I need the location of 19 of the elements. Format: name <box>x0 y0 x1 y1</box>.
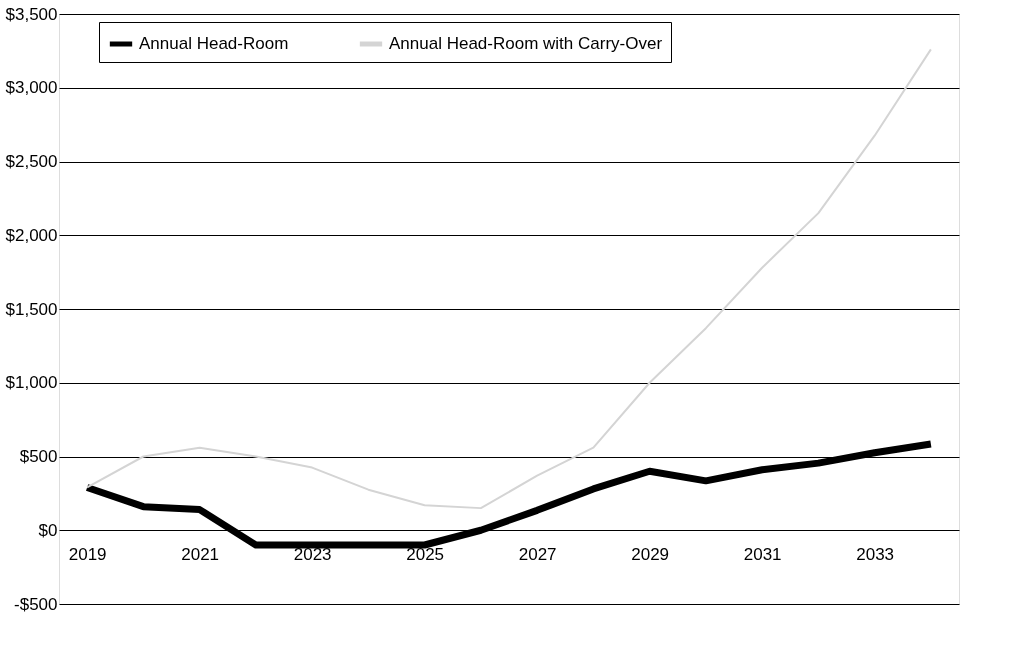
y-tick-label: -$500 <box>14 594 58 614</box>
x-tick-label: 2025 <box>406 544 445 564</box>
y-tick-label: $3,000 <box>5 78 58 98</box>
y-tick-label: $500 <box>19 447 58 466</box>
x-tick-label: 2031 <box>743 544 782 564</box>
y-tick-label: $1,500 <box>5 299 58 319</box>
legend-label: Annual Head-Room <box>139 34 289 53</box>
x-tick-label: 2019 <box>68 544 107 564</box>
y-tick-label: $2,500 <box>5 152 58 171</box>
x-tick-label: 2021 <box>181 544 220 564</box>
y-tick-label: $2,000 <box>5 225 58 245</box>
legend-label: Annual Head-Room with Carry-Over <box>389 34 663 53</box>
y-tick-label: $0 <box>38 520 58 540</box>
y-tick-label: $1,000 <box>5 373 58 393</box>
x-tick-label: 2027 <box>518 544 557 564</box>
x-tick-label: 2033 <box>856 544 895 564</box>
x-tick-label: 2029 <box>631 544 670 564</box>
x-tick-label: 2023 <box>293 544 332 564</box>
y-tick-label: $3,500 <box>5 4 58 24</box>
